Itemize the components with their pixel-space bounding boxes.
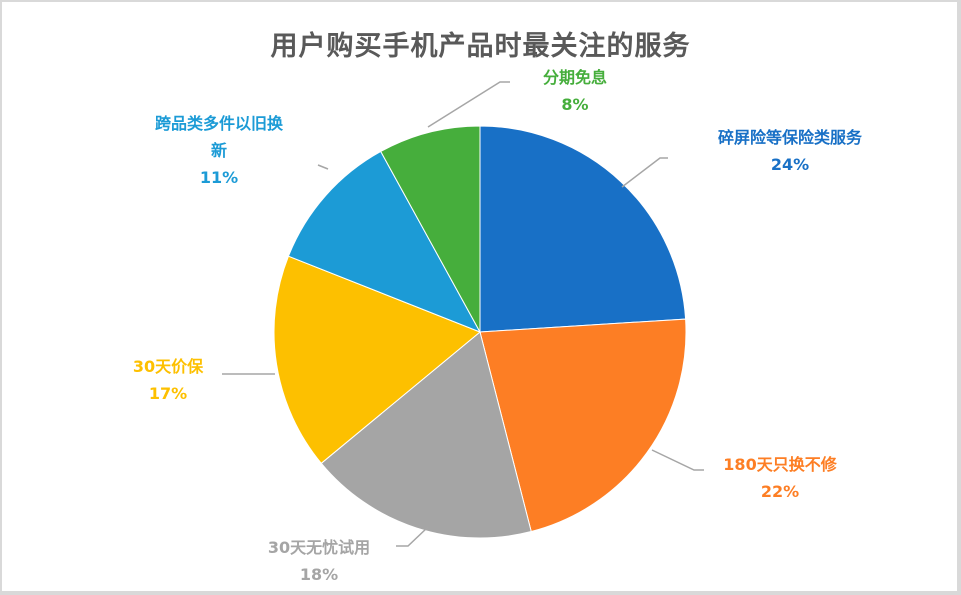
label-name-line2: 新 <box>210 141 227 160</box>
slice-30day-trial <box>320 331 532 539</box>
slice-insurance <box>479 125 687 333</box>
leader-line-tradein <box>317 164 329 170</box>
leader-line-180days <box>651 449 704 471</box>
label-value: 18% <box>299 565 339 584</box>
slice-installment <box>380 125 481 333</box>
pie-slices <box>273 125 687 539</box>
slice-180days <box>479 318 687 533</box>
label-value: 17% <box>148 384 188 403</box>
data-label-insurance: 碎屏险等保险类服务 24% <box>690 124 890 178</box>
leader-lines <box>222 81 704 547</box>
slice-tradein <box>287 150 482 333</box>
label-name: 180天只换不修 <box>723 455 837 474</box>
label-name-line1: 跨品类多件以旧换 <box>154 114 283 133</box>
label-value: 22% <box>760 482 800 501</box>
chart-title: 用户购买手机产品时最关注的服务 <box>270 31 691 62</box>
data-label-180days: 180天只换不修 22% <box>700 451 860 505</box>
label-name: 30天价保 <box>132 357 204 376</box>
data-label-price-protect: 30天价保 17% <box>112 353 224 407</box>
label-value: 24% <box>770 155 810 174</box>
data-label-installment: 分期免息 8% <box>520 64 630 118</box>
label-name: 分期免息 <box>542 68 607 87</box>
label-name: 30天无忧试用 <box>267 538 371 557</box>
label-value: 11% <box>199 168 239 187</box>
slice-price-protect <box>273 255 481 465</box>
data-label-30day-trial: 30天无忧试用 18% <box>244 534 394 588</box>
label-name: 碎屏险等保险类服务 <box>717 128 862 147</box>
leader-line-insurance <box>621 157 668 188</box>
leader-line-installment <box>427 81 510 128</box>
data-label-tradein: 跨品类多件以旧换 新 11% <box>124 110 314 191</box>
leader-line-30day-trial <box>396 526 429 547</box>
label-value: 8% <box>561 95 589 114</box>
